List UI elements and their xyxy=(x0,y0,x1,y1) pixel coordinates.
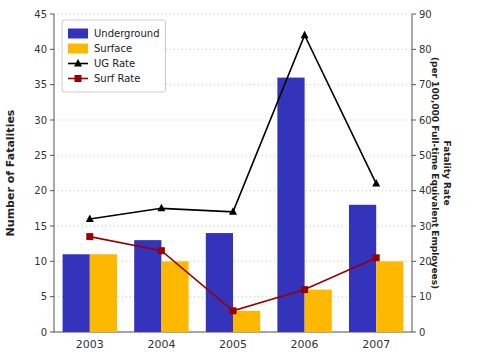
y2-tick-label: 50 xyxy=(419,150,432,161)
grid-line xyxy=(54,190,412,191)
legend-label: Surface xyxy=(94,43,132,54)
legend-swatch xyxy=(68,44,88,54)
y-tick xyxy=(50,14,54,15)
y2-tick-label: 20 xyxy=(419,256,432,267)
y-tick-label: 15 xyxy=(34,221,47,232)
legend-swatch xyxy=(68,29,88,39)
x-tick-label: 2006 xyxy=(291,338,319,351)
grid-line xyxy=(54,120,412,121)
y-tick xyxy=(50,226,54,227)
y2-tick xyxy=(412,296,416,297)
y2-tick xyxy=(412,332,416,333)
y2-tick-label: 90 xyxy=(419,9,432,20)
y-tick xyxy=(50,120,54,121)
bar xyxy=(233,311,260,332)
legend-marker xyxy=(74,59,82,67)
y-tick xyxy=(50,84,54,85)
y2-tick-label: 10 xyxy=(419,291,432,302)
y-tick-label: 30 xyxy=(34,115,47,126)
marker xyxy=(229,207,237,215)
bar xyxy=(90,254,117,332)
y-tick-label: 25 xyxy=(34,150,47,161)
grid-line xyxy=(54,14,412,15)
y2-tick-label: 60 xyxy=(419,115,432,126)
y2-tick xyxy=(412,155,416,156)
y-tick xyxy=(50,296,54,297)
y-tick xyxy=(50,190,54,191)
legend-marker xyxy=(75,75,82,82)
x-tick-label: 2004 xyxy=(147,338,175,351)
marker xyxy=(86,233,93,240)
legend: Underground Surface UG Rate Surf Rate xyxy=(62,20,165,92)
x-tick-label: 2003 xyxy=(76,338,104,351)
bar xyxy=(376,261,403,332)
marker xyxy=(230,307,237,314)
marks xyxy=(63,31,404,332)
marker xyxy=(301,286,308,293)
marker xyxy=(158,247,165,254)
y2-axis-label-line: (per 100,000 Full-time Equivalent Employ… xyxy=(430,57,440,289)
y2-axis-label-line: Fatality Rate xyxy=(442,141,452,206)
y-tick xyxy=(50,261,54,262)
y2-axis-label: Fatality Rate(per 100,000 Full-time Equi… xyxy=(430,57,452,289)
y2-tick xyxy=(412,190,416,191)
y2-tick-label: 0 xyxy=(419,327,425,338)
legend-label: Surf Rate xyxy=(94,73,140,84)
y2-tick xyxy=(412,84,416,85)
marker xyxy=(301,31,309,39)
y2-tick-label: 70 xyxy=(419,79,432,90)
x-tick-label: 2007 xyxy=(362,338,390,351)
y2-tick-label: 40 xyxy=(419,185,432,196)
y-tick xyxy=(50,332,54,333)
y2-tick xyxy=(412,120,416,121)
chart: 0 5 10 15 20 25 30 35 40 45 0 10 20 30 40 50 60 70 80 90 200… xyxy=(0,0,480,360)
marker xyxy=(372,179,380,187)
y2-tick-label: 30 xyxy=(419,221,432,232)
grid-line xyxy=(54,155,412,156)
y-tick-label: 45 xyxy=(34,9,47,20)
x-tick-label: 2005 xyxy=(219,338,247,351)
grid xyxy=(54,14,412,332)
y2-tick-label: 80 xyxy=(419,44,432,55)
y-tick-label: 10 xyxy=(34,256,47,267)
bar xyxy=(134,240,161,332)
y2-tick xyxy=(412,49,416,50)
marker xyxy=(86,214,94,222)
y-tick-label: 5 xyxy=(41,291,47,302)
marker xyxy=(157,204,165,212)
y-tick xyxy=(50,155,54,156)
y2-tick xyxy=(412,226,416,227)
y-axis-label: Number of Fatalities xyxy=(4,109,17,236)
bar xyxy=(63,254,90,332)
bar xyxy=(161,261,188,332)
y-tick-label: 35 xyxy=(34,79,47,90)
y2-tick xyxy=(412,14,416,15)
legend-label: Underground xyxy=(94,28,159,39)
y-tick xyxy=(50,49,54,50)
y-tick-label: 20 xyxy=(34,185,47,196)
rate-line xyxy=(90,237,376,311)
legend-box xyxy=(62,20,165,92)
y2-tick xyxy=(412,261,416,262)
marker xyxy=(373,254,380,261)
legend-label: UG Rate xyxy=(94,58,135,69)
y2-axis xyxy=(412,14,413,332)
bar xyxy=(305,290,332,332)
bar xyxy=(206,233,233,332)
rate-line xyxy=(90,35,376,219)
y-axis xyxy=(54,14,55,332)
y-tick-label: 0 xyxy=(41,327,47,338)
y-tick-label: 40 xyxy=(34,44,47,55)
